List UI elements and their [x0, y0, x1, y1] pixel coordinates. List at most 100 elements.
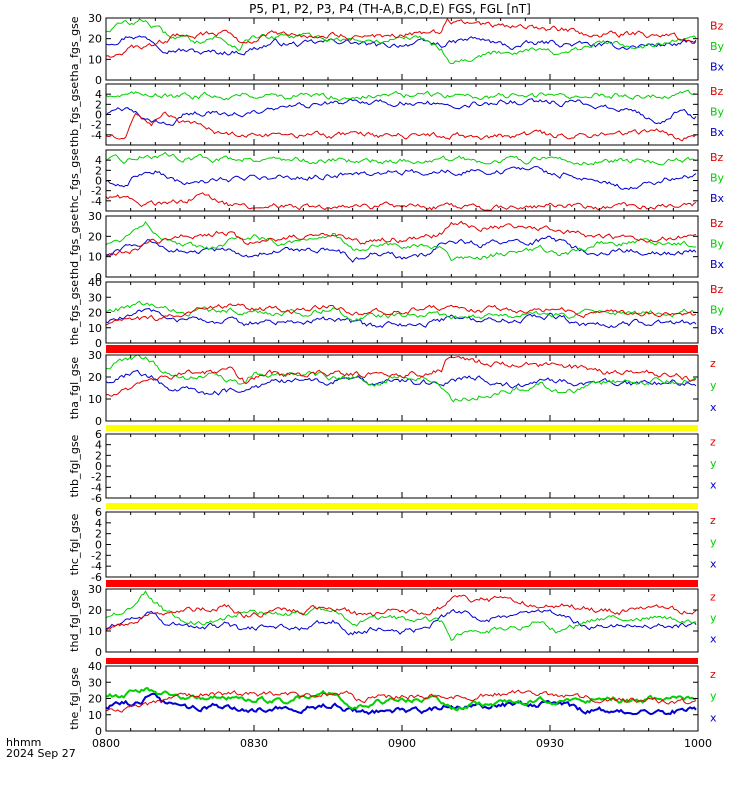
legend-entry-z: Bz	[710, 151, 724, 164]
series-x-line	[106, 369, 697, 396]
y-tick-label: 0	[95, 74, 102, 87]
legend-entry-x: Bx	[710, 61, 725, 74]
y-tick-label: 6	[95, 506, 102, 519]
y-tick-label: -4	[91, 560, 102, 573]
legend-entry-z: z	[710, 668, 716, 681]
panel-frame	[105, 281, 699, 344]
y-tick-label: 2	[95, 98, 102, 111]
y-tick-label: 30	[88, 12, 102, 25]
y-tick-label: 10	[88, 709, 102, 722]
date-label: 2024 Sep 27	[6, 747, 76, 760]
series-y-line	[106, 89, 697, 102]
legend-entry-x: Bx	[710, 324, 725, 337]
x-tick-label: 0900	[388, 737, 416, 750]
legend-entry-y: y	[710, 690, 717, 703]
legend-entry-z: Bz	[710, 85, 724, 98]
series-y-line	[106, 300, 696, 323]
legend-entry-y: By	[710, 106, 725, 119]
series-x-line	[106, 608, 697, 636]
y-tick-label: 0	[95, 539, 102, 552]
series-z-line	[106, 220, 697, 258]
y-tick-label: 30	[88, 349, 102, 362]
panel-frame	[105, 17, 699, 81]
y-tick-label: 0	[95, 271, 102, 284]
status-bar	[106, 425, 698, 431]
series-y-line	[106, 590, 697, 641]
legend-entry-z: Bz	[710, 283, 724, 296]
legend-entry-x: x	[710, 557, 717, 570]
legend-entry-z: z	[710, 514, 716, 527]
y-tick-label: 4	[95, 154, 102, 167]
y-axis-label: tha_fgs_gse	[68, 16, 81, 81]
y-tick-label: 20	[88, 33, 102, 46]
status-bar	[106, 580, 698, 587]
x-tick-label: 0800	[92, 737, 120, 750]
series-y-line	[106, 151, 697, 166]
series-z-line	[106, 356, 697, 397]
series-y-line	[106, 686, 697, 712]
legend-entry-z: z	[710, 436, 716, 449]
legend-entry-x: Bx	[710, 258, 725, 271]
x-tick-label: 0930	[536, 737, 564, 750]
y-tick-label: 20	[88, 371, 102, 384]
legend-entry-y: By	[710, 304, 725, 317]
y-tick-label: 10	[88, 53, 102, 66]
x-tick-label: 0830	[240, 737, 268, 750]
time-unit-label: hhmm	[6, 736, 41, 749]
y-tick-label: 2	[95, 449, 102, 462]
legend-entry-x: x	[710, 478, 717, 491]
y-tick-label: 10	[88, 625, 102, 638]
y-tick-label: 4	[95, 517, 102, 530]
y-tick-label: 6	[95, 428, 102, 441]
panel-the_fgl_gse: 0 10 20 30 40 the_fgl_gse zyx	[68, 660, 717, 738]
y-tick-label: 30	[88, 210, 102, 223]
panel-thb_fgs_gse: -4-2024 thb_fgs_gse Bz By Bx	[68, 82, 725, 148]
legend-entry-x: x	[710, 401, 717, 414]
y-tick-label: -4	[91, 481, 102, 494]
legend-entry-y: y	[710, 612, 717, 625]
legend-entry-z: Bz	[710, 217, 724, 230]
y-tick-label: 20	[88, 230, 102, 243]
figure-title: P5, P1, P2, P3, P4 (TH-A,B,C,D,E) FGS, F…	[249, 2, 531, 16]
y-tick-label: 30	[88, 583, 102, 596]
y-axis-label: thb_fgs_gse	[68, 82, 81, 148]
y-axis-label: tha_fgl_gse	[68, 357, 81, 420]
y-tick-label: -2	[91, 471, 102, 484]
legend-entry-x: Bx	[710, 126, 725, 139]
legend-entry-x: x	[710, 633, 717, 646]
legend-entry-y: By	[710, 238, 725, 251]
series-y-line	[106, 221, 697, 262]
legend-entry-z: z	[710, 357, 716, 370]
panel-tha_fgs_gse: 0 10 20 30 tha_fgs_gse Bz By Bx	[68, 12, 725, 87]
series-z-line	[106, 192, 697, 211]
y-tick-label: -2	[91, 119, 102, 132]
y-tick-label: 20	[88, 693, 102, 706]
legend-entry-y: y	[710, 457, 717, 470]
y-tick-label: 20	[88, 307, 102, 320]
y-tick-label: 10	[88, 251, 102, 264]
y-tick-label: 20	[88, 604, 102, 617]
legend-entry-y: By	[710, 172, 725, 185]
y-tick-label: 4	[95, 88, 102, 101]
status-bar	[106, 503, 698, 509]
y-axis-label: thc_fgs_gse	[68, 148, 81, 213]
panel-frame	[105, 354, 699, 422]
y-tick-label: -2	[91, 549, 102, 562]
y-tick-label: 0	[95, 109, 102, 122]
panel-frame	[105, 215, 699, 278]
y-tick-label: 0	[95, 175, 102, 188]
y-tick-label: 0	[95, 725, 102, 738]
y-tick-label: -4	[91, 195, 102, 208]
legend-entry-y: y	[710, 379, 717, 392]
y-tick-label: 40	[88, 276, 102, 289]
series-z-line	[106, 303, 697, 326]
panel-frame	[105, 588, 699, 653]
legend-entry-y: By	[710, 40, 725, 53]
series-z-line	[106, 689, 697, 713]
series-x-line	[106, 235, 697, 263]
y-tick-label: -4	[91, 129, 102, 142]
y-tick-label: -2	[91, 185, 102, 198]
